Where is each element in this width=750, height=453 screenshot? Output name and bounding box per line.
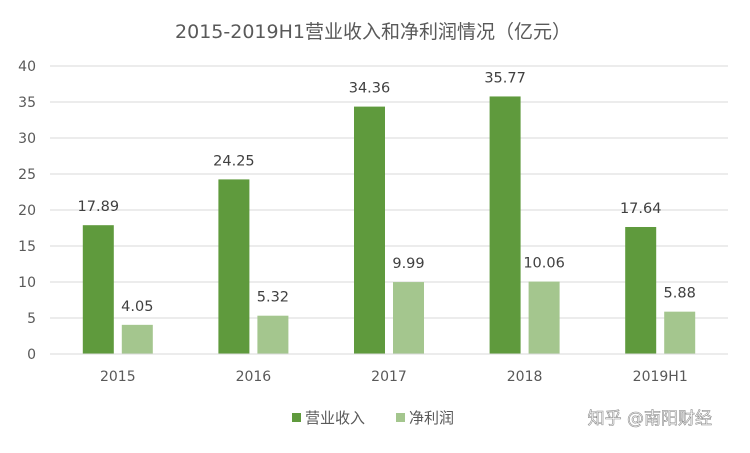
y-tick-label: 35 [18,95,36,111]
bar-revenue [82,225,114,354]
data-labels: 17.89 4.05 24.25 5.32 34.36 9.99 35.77 10.06 17.… [78,70,696,314]
data-label: 9.99 [392,256,424,272]
data-label: 17.64 [620,201,662,217]
x-axis: 2015 2016 2017 2018 2019H1 [50,353,728,385]
legend-label: 净利润 [409,409,454,427]
x-tick-label: 2019H1 [633,369,688,385]
x-tick-label: 2016 [236,369,272,385]
gridlines [50,65,728,355]
bar-net-profit [664,311,696,354]
bar-revenue [625,226,657,354]
bar-revenue [218,179,250,354]
bar-net-profit [257,315,289,354]
y-tick-label: 5 [27,311,36,327]
data-label: 17.89 [78,199,120,215]
legend-swatch [292,413,301,422]
bar-revenue [354,106,385,354]
bars [82,96,696,355]
y-tick-label: 20 [18,203,36,219]
x-tick-label: 2015 [100,369,136,385]
data-label: 5.88 [664,286,696,302]
y-tick-label: 0 [27,347,36,363]
x-tick-label: 2017 [371,369,407,385]
data-label: 10.06 [523,256,565,272]
data-label: 34.36 [349,81,391,97]
legend-swatch [396,413,405,422]
bar-revenue [489,96,521,355]
bar-net-profit [393,282,424,354]
data-label: 24.25 [213,153,255,169]
x-tick-label: 2018 [507,369,543,385]
data-label: 4.05 [121,299,153,315]
y-tick-label: 10 [18,275,36,291]
y-tick-label: 25 [18,167,36,183]
legend: 营业收入 净利润 [292,409,454,427]
y-axis: 0 5 10 15 20 25 30 35 40 [18,59,36,363]
watermark-text: 知乎 @南阳财经 [588,409,712,429]
y-tick-label: 15 [18,239,36,255]
y-tick-label: 40 [18,59,36,75]
legend-label: 营业收入 [305,409,365,427]
bar-net-profit [528,281,560,354]
bar-net-profit [121,324,153,354]
y-tick-label: 30 [18,131,36,147]
data-label: 35.77 [484,70,526,86]
chart-title: 2015-2019H1营业收入和净利润情况（亿元） [175,21,571,43]
data-label: 5.32 [257,290,289,306]
